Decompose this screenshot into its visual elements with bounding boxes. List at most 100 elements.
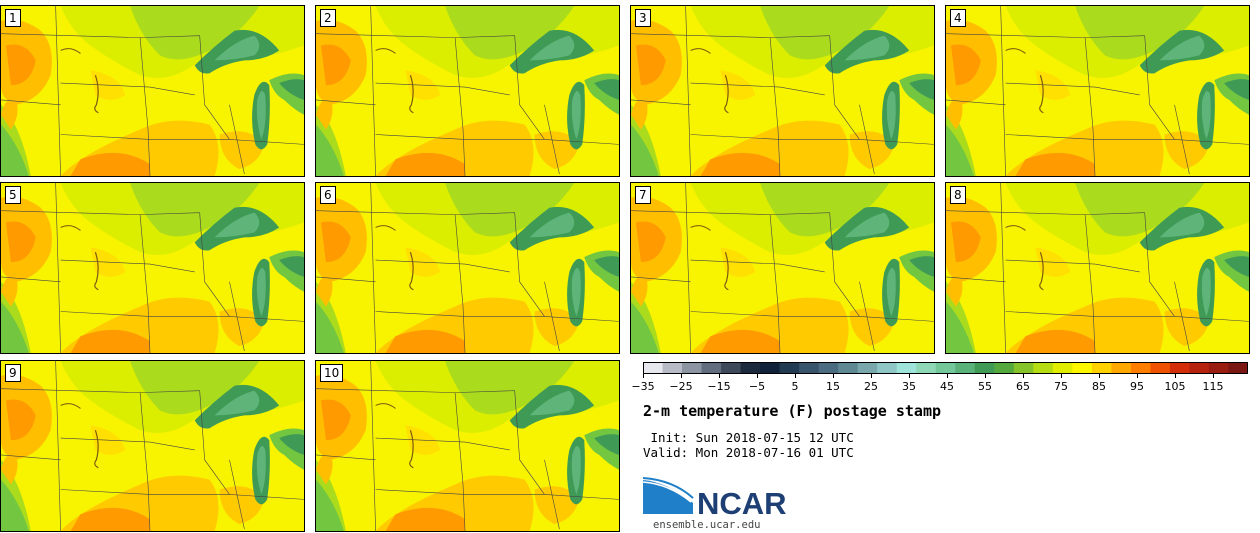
colorbar-swatch — [1013, 362, 1034, 374]
temperature-map — [316, 183, 619, 353]
colorbar-swatch — [1130, 362, 1151, 374]
logo-wordmark: NCAR — [697, 486, 787, 521]
member-panel-10: 10 — [315, 360, 620, 532]
colorbar-swatch — [935, 362, 956, 374]
colorbar-swatch — [1208, 362, 1229, 374]
colorbar-swatch — [896, 362, 917, 374]
colorbar-tick — [1213, 374, 1214, 378]
valid-time: Valid: Mon 2018-07-16 01 UTC — [643, 445, 854, 460]
colorbar-swatch — [721, 362, 742, 374]
colorbar-tick — [1023, 374, 1024, 378]
colorbar-swatch — [760, 362, 781, 374]
colorbar-tick — [947, 374, 948, 378]
temperature-colorbar — [643, 362, 1248, 374]
colorbar-tick — [833, 374, 834, 378]
logo-swoosh-icon — [643, 480, 693, 514]
member-label: 2 — [320, 9, 336, 27]
colorbar-swatch — [779, 362, 800, 374]
colorbar-swatch — [1228, 362, 1248, 374]
colorbar-swatch — [682, 362, 703, 374]
member-label: 5 — [5, 186, 21, 204]
temperature-map — [631, 183, 934, 353]
member-label: 6 — [320, 186, 336, 204]
colorbar-swatch — [857, 362, 878, 374]
colorbar-tick — [757, 374, 758, 378]
colorbar-swatch — [643, 362, 664, 374]
colorbar-tick-label: −5 — [748, 380, 766, 393]
colorbar-tick — [1061, 374, 1062, 378]
colorbar-swatch — [701, 362, 722, 374]
colorbar-swatch — [916, 362, 937, 374]
member-panel-4: 4 — [945, 5, 1250, 177]
colorbar-swatch — [799, 362, 820, 374]
colorbar-swatch — [877, 362, 898, 374]
colorbar-tick-label: 105 — [1164, 380, 1186, 393]
member-panel-5: 5 — [0, 182, 305, 354]
colorbar-tick-label: −35 — [631, 380, 655, 393]
member-panel-2: 2 — [315, 5, 620, 177]
colorbar-tick — [1175, 374, 1176, 378]
member-panel-7: 7 — [630, 182, 935, 354]
member-label: 4 — [950, 9, 966, 27]
colorbar-swatches — [643, 362, 1248, 374]
member-label: 3 — [635, 9, 651, 27]
colorbar-tick-label: 95 — [1130, 380, 1144, 393]
member-label: 1 — [5, 9, 21, 27]
colorbar-tick-label: 65 — [1016, 380, 1030, 393]
temperature-map — [1, 183, 304, 353]
colorbar-swatch — [1091, 362, 1112, 374]
colorbar-swatch — [1150, 362, 1171, 374]
colorbar-swatch — [994, 362, 1015, 374]
member-label: 8 — [950, 186, 966, 204]
colorbar-tick-label: 55 — [978, 380, 992, 393]
colorbar-tick-label: 35 — [902, 380, 916, 393]
colorbar-tick — [681, 374, 682, 378]
colorbar-tick-label: −25 — [669, 380, 693, 393]
init-time: Init: Sun 2018-07-15 12 UTC — [643, 430, 854, 445]
colorbar-swatch — [1072, 362, 1093, 374]
temperature-map — [316, 361, 619, 531]
temperature-map — [1, 361, 304, 531]
colorbar-tick-label: 15 — [826, 380, 840, 393]
colorbar-tick — [643, 374, 644, 378]
logo-url: ensemble.ucar.edu — [653, 519, 761, 531]
colorbar-swatch — [740, 362, 761, 374]
colorbar-tick-label: 45 — [940, 380, 954, 393]
colorbar-tick-label: 115 — [1202, 380, 1224, 393]
member-panel-1: 1 — [0, 5, 305, 177]
colorbar-swatch — [955, 362, 976, 374]
colorbar-frame — [643, 362, 1248, 374]
member-label: 7 — [635, 186, 651, 204]
ncar-logo: NCAR — [642, 476, 803, 522]
figure-title: 2-m temperature (F) postage stamp — [643, 402, 942, 420]
colorbar-swatch — [818, 362, 839, 374]
colorbar-swatch — [974, 362, 995, 374]
temperature-map — [946, 183, 1249, 353]
colorbar-swatch — [838, 362, 859, 374]
colorbar-swatch — [1052, 362, 1073, 374]
colorbar-swatch — [662, 362, 683, 374]
member-panel-3: 3 — [630, 5, 935, 177]
member-panel-6: 6 — [315, 182, 620, 354]
colorbar-tick — [909, 374, 910, 378]
temperature-map — [1, 6, 304, 176]
colorbar-tick-labels: −35 −25 −15 −5 5 15 25 35 45 55 65 75 85 95 105 115 — [631, 374, 1248, 394]
colorbar-swatch — [1169, 362, 1190, 374]
temperature-map — [946, 6, 1249, 176]
colorbar-tick-label: 25 — [864, 380, 878, 393]
colorbar-swatch — [1033, 362, 1054, 374]
colorbar-tick-label: 75 — [1054, 380, 1068, 393]
colorbar-tick — [1099, 374, 1100, 378]
colorbar-tick — [871, 374, 872, 378]
colorbar-swatch — [1189, 362, 1210, 374]
colorbar-tick — [985, 374, 986, 378]
member-label: 10 — [320, 364, 344, 382]
member-panel-9: 9 — [0, 360, 305, 532]
colorbar-swatch — [1111, 362, 1132, 374]
colorbar-tick-label: −15 — [707, 380, 731, 393]
temperature-map — [631, 6, 934, 176]
member-label: 9 — [5, 364, 21, 382]
colorbar-tick-label: 85 — [1092, 380, 1106, 393]
colorbar-tick — [1137, 374, 1138, 378]
colorbar-tick-label: 5 — [791, 380, 799, 393]
